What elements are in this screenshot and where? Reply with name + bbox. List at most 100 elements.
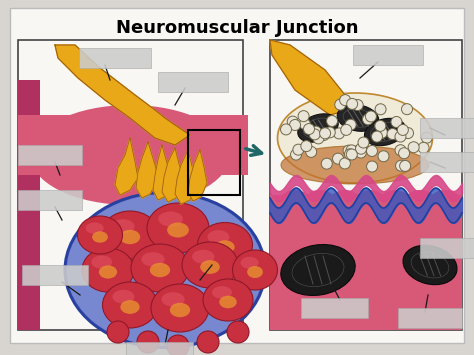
Circle shape: [356, 147, 366, 158]
Ellipse shape: [219, 296, 237, 308]
Ellipse shape: [277, 190, 312, 220]
Polygon shape: [55, 45, 190, 145]
Circle shape: [341, 124, 352, 135]
Circle shape: [303, 124, 314, 135]
Circle shape: [375, 104, 386, 115]
Circle shape: [402, 127, 413, 138]
Polygon shape: [162, 148, 183, 202]
Circle shape: [333, 153, 344, 164]
Ellipse shape: [203, 279, 253, 321]
Circle shape: [421, 132, 432, 143]
Ellipse shape: [337, 105, 379, 131]
Ellipse shape: [158, 212, 183, 226]
Circle shape: [334, 128, 345, 139]
Circle shape: [387, 129, 398, 140]
Circle shape: [321, 158, 332, 169]
Circle shape: [391, 116, 402, 127]
Text: Neuromuscular Junction: Neuromuscular Junction: [116, 19, 358, 37]
Ellipse shape: [302, 190, 337, 220]
Circle shape: [397, 125, 409, 136]
Circle shape: [167, 335, 189, 355]
Circle shape: [339, 158, 350, 169]
Circle shape: [197, 331, 219, 353]
Ellipse shape: [212, 286, 232, 299]
FancyBboxPatch shape: [18, 80, 40, 330]
Circle shape: [309, 129, 320, 140]
FancyBboxPatch shape: [18, 145, 82, 165]
Circle shape: [372, 131, 383, 142]
Ellipse shape: [200, 260, 220, 274]
Circle shape: [365, 111, 376, 122]
Circle shape: [376, 127, 388, 138]
Ellipse shape: [101, 211, 159, 259]
FancyBboxPatch shape: [79, 48, 151, 68]
Ellipse shape: [428, 190, 463, 220]
Ellipse shape: [92, 231, 108, 243]
Bar: [270, 195, 462, 330]
Circle shape: [319, 130, 329, 141]
Circle shape: [319, 128, 330, 139]
Circle shape: [366, 161, 378, 172]
Ellipse shape: [102, 282, 157, 328]
Ellipse shape: [182, 242, 238, 288]
Circle shape: [301, 141, 312, 152]
Circle shape: [396, 160, 407, 171]
Bar: [18, 115, 248, 175]
Circle shape: [306, 146, 317, 157]
Circle shape: [418, 142, 429, 153]
Polygon shape: [270, 40, 355, 115]
Ellipse shape: [233, 250, 277, 290]
Circle shape: [346, 98, 358, 109]
Circle shape: [300, 119, 310, 130]
Circle shape: [287, 116, 298, 127]
Circle shape: [343, 145, 354, 156]
Circle shape: [298, 111, 309, 122]
Circle shape: [395, 131, 406, 142]
Ellipse shape: [86, 223, 104, 234]
Bar: [188, 130, 240, 195]
Ellipse shape: [241, 257, 259, 269]
Ellipse shape: [120, 300, 140, 314]
Ellipse shape: [78, 216, 122, 254]
Ellipse shape: [141, 252, 164, 267]
Ellipse shape: [403, 245, 457, 285]
Ellipse shape: [162, 292, 185, 307]
FancyBboxPatch shape: [301, 298, 368, 318]
FancyBboxPatch shape: [420, 238, 474, 258]
FancyBboxPatch shape: [420, 152, 474, 172]
FancyBboxPatch shape: [353, 45, 423, 65]
Polygon shape: [136, 142, 158, 198]
Circle shape: [346, 149, 357, 160]
Circle shape: [395, 145, 406, 156]
Circle shape: [324, 127, 335, 138]
Ellipse shape: [215, 240, 235, 254]
Circle shape: [363, 114, 374, 125]
Ellipse shape: [91, 256, 112, 269]
Circle shape: [327, 115, 337, 126]
Bar: [18, 40, 243, 330]
Ellipse shape: [402, 190, 438, 220]
Polygon shape: [188, 150, 207, 201]
Ellipse shape: [277, 93, 432, 183]
Ellipse shape: [377, 190, 412, 220]
Circle shape: [340, 94, 351, 105]
Ellipse shape: [281, 146, 429, 184]
FancyBboxPatch shape: [21, 265, 89, 285]
Circle shape: [107, 321, 129, 343]
Circle shape: [399, 148, 410, 159]
Polygon shape: [175, 150, 196, 204]
Circle shape: [378, 151, 389, 162]
Circle shape: [313, 133, 324, 144]
Ellipse shape: [82, 248, 134, 292]
Circle shape: [345, 119, 356, 130]
Circle shape: [290, 120, 301, 131]
Ellipse shape: [208, 230, 229, 244]
Circle shape: [358, 137, 369, 148]
Ellipse shape: [353, 190, 388, 220]
Ellipse shape: [65, 192, 265, 348]
FancyBboxPatch shape: [127, 342, 193, 355]
Ellipse shape: [131, 244, 189, 292]
Circle shape: [408, 142, 419, 153]
Bar: [270, 40, 462, 330]
Circle shape: [352, 99, 363, 110]
